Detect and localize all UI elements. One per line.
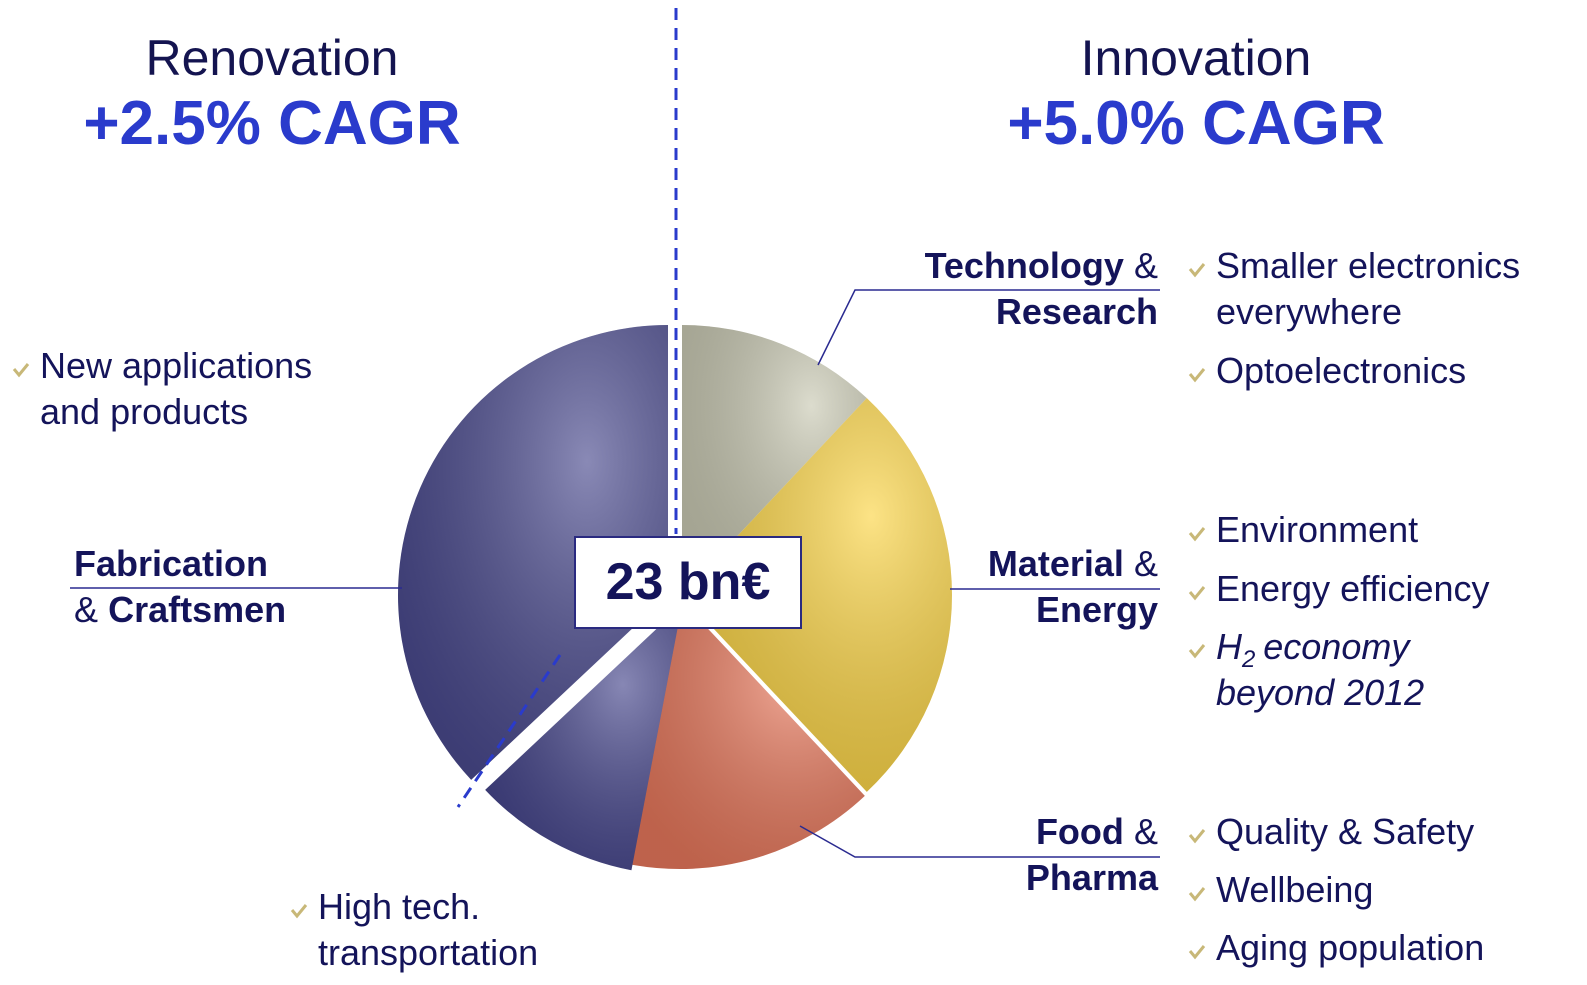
- segment-label: Fabrication & Craftsmen: [74, 541, 286, 633]
- text-line: Environment: [1216, 507, 1418, 553]
- text: &: [1133, 543, 1158, 584]
- divider: [456, 654, 562, 808]
- text-line: & Craftsmen: [74, 587, 286, 633]
- text-line: Wellbeing: [1216, 867, 1373, 913]
- text: Pharma: [1025, 857, 1158, 898]
- text-line: and products: [40, 389, 312, 435]
- text-line: everywhere: [1216, 289, 1520, 335]
- text: Material: [987, 543, 1124, 584]
- text-line: transportation: [318, 930, 538, 976]
- slice-shade: [398, 325, 668, 780]
- header-title: Renovation: [145, 30, 399, 86]
- text: &: [1133, 811, 1158, 852]
- header-title: Innovation: [1080, 30, 1312, 86]
- text: Research: [995, 291, 1158, 332]
- text-line: New applications: [40, 343, 312, 389]
- text-line: Technology &: [925, 243, 1158, 289]
- bullet: New applications and products: [40, 343, 312, 435]
- segment-label: Food & Pharma: [1026, 809, 1158, 901]
- bullet: Environment: [1216, 507, 1418, 553]
- text: H: [1216, 626, 1242, 667]
- text-line: Fabrication: [74, 541, 286, 587]
- text-line: Material &: [988, 541, 1158, 587]
- leader-line: [799, 825, 1160, 858]
- text: New applications: [40, 345, 313, 386]
- text-line: Quality & Safety: [1216, 809, 1474, 855]
- text: Fabrication: [74, 543, 269, 584]
- header-cagr: +2.5% CAGR: [83, 89, 461, 158]
- text: Energy efficiency: [1216, 568, 1490, 609]
- slice-shade: [485, 605, 682, 871]
- text: Technology: [924, 245, 1124, 286]
- bullet: High tech. transportation: [318, 884, 538, 976]
- check-icon: [12, 363, 30, 378]
- check-icon: [1188, 263, 1206, 278]
- text-line: beyond 2012: [1216, 670, 1424, 716]
- pie: [398, 325, 952, 871]
- text: transportation: [318, 932, 539, 973]
- text-line: Optoelectronics: [1216, 348, 1466, 394]
- text-line: Smaller electronics: [1216, 243, 1520, 289]
- text-line: Food &: [1026, 809, 1158, 855]
- check-icon: [1188, 527, 1206, 542]
- leader-line: [817, 289, 1160, 366]
- text-line: H2 economy: [1216, 624, 1424, 673]
- check-icon: [1188, 586, 1206, 601]
- text: Wellbeing: [1216, 869, 1374, 910]
- check-icon: [1188, 644, 1206, 659]
- text-line: Energy: [988, 587, 1158, 633]
- text: Food: [1035, 811, 1124, 852]
- text: 2: [1242, 646, 1256, 673]
- header-cagr: +5.0% CAGR: [1007, 89, 1385, 158]
- text: beyond 2012: [1216, 672, 1425, 713]
- text-line: Energy efficiency: [1216, 566, 1489, 612]
- bullet: H2 economy beyond 2012: [1216, 624, 1424, 716]
- text-line: Pharma: [1026, 855, 1158, 901]
- check-icon: [290, 904, 308, 919]
- bullet: Aging population: [1216, 925, 1484, 971]
- text: High tech.: [318, 886, 481, 927]
- slice-shade: [682, 325, 867, 595]
- bullet: Optoelectronics: [1216, 348, 1466, 394]
- text: Quality & Safety: [1216, 811, 1475, 852]
- bullet: Energy efficiency: [1216, 566, 1489, 612]
- header-right: Innovation +5.0% CAGR: [846, 28, 1546, 160]
- text-line: Research: [925, 289, 1158, 335]
- check-icon: [1188, 945, 1206, 960]
- header-left: Renovation +2.5% CAGR: [0, 28, 622, 160]
- text: economy: [1263, 626, 1410, 667]
- text-line: Aging population: [1216, 925, 1484, 971]
- slice-shade: [682, 398, 952, 792]
- text: and products: [40, 391, 249, 432]
- text: Aging population: [1216, 927, 1485, 968]
- check-icon: [1188, 829, 1206, 844]
- text: everywhere: [1216, 291, 1403, 332]
- text: Optoelectronics: [1216, 350, 1467, 391]
- text: Craftsmen: [108, 589, 287, 630]
- bullet: Quality & Safety: [1216, 809, 1474, 855]
- text: &: [74, 589, 99, 630]
- text: Smaller electronics: [1216, 245, 1521, 286]
- check-icon: [1188, 368, 1206, 383]
- text: Environment: [1216, 509, 1419, 550]
- center-label: 23 bn€: [574, 536, 802, 629]
- bullet: Wellbeing: [1216, 867, 1373, 913]
- check-icon: [1188, 887, 1206, 902]
- segment-label: Technology & Research: [925, 243, 1158, 335]
- text: &: [1133, 245, 1158, 286]
- bullet: Smaller electronics everywhere: [1216, 243, 1520, 335]
- text: Energy: [1035, 589, 1158, 630]
- segment-label: Material & Energy: [988, 541, 1158, 633]
- text-line: High tech.: [318, 884, 538, 930]
- slice-shade: [629, 599, 865, 869]
